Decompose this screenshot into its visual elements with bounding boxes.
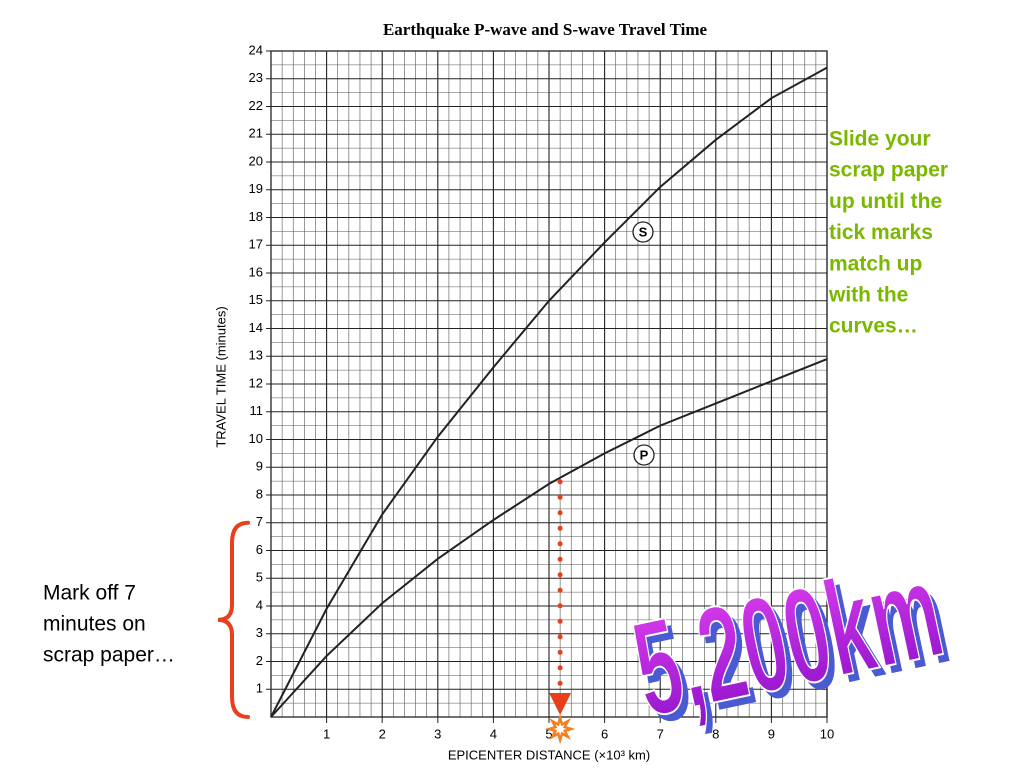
series-line [270, 358, 828, 718]
instruction-text: curves… [829, 315, 918, 338]
y-tick-label: 8 [256, 486, 263, 501]
y-tick-label: 4 [256, 597, 263, 612]
y-tick-label: 7 [256, 514, 263, 529]
y-tick-label: 3 [256, 625, 263, 640]
y-tick-label: 17 [249, 237, 263, 252]
chart-title: Earthquake P-wave and S-wave Travel Time [383, 20, 708, 39]
instruction-text: up until the [829, 190, 942, 213]
y-tick-label: 1 [256, 681, 263, 696]
plot-frame [270, 50, 828, 718]
series-label-circle [633, 444, 655, 466]
x-tick-label: 5 [545, 726, 552, 741]
series-line [270, 66, 828, 718]
y-tick-label: 19 [249, 181, 263, 196]
x-tick-label: 2 [379, 726, 386, 741]
epicenter-burst [544, 713, 576, 745]
instruction-text: with the [828, 284, 908, 307]
x-tick-label: 7 [657, 726, 664, 741]
y-tick-label: 15 [249, 292, 263, 307]
y-tick-label: 16 [249, 264, 263, 279]
instruction-text: tick marks [829, 221, 933, 244]
x-axis-label: EPICENTER DISTANCE (×10³ km) [448, 747, 650, 762]
y-tick-label: 18 [249, 209, 263, 224]
instruction-text: minutes on [43, 613, 146, 636]
y-tick-label: 23 [249, 70, 263, 85]
y-tick-label: 9 [256, 459, 263, 474]
x-tick-label: 1 [323, 726, 330, 741]
y-tick-label: 14 [249, 320, 263, 335]
y-tick-label: 2 [256, 653, 263, 668]
brace [217, 520, 250, 719]
instruction-text: Slide your [829, 128, 931, 151]
y-tick-label: 20 [249, 153, 263, 168]
x-tick-label: 8 [712, 726, 719, 741]
series-label-circle [632, 221, 654, 243]
instruction-text: scrap paper [829, 159, 948, 182]
x-tick-label: 4 [490, 726, 497, 741]
y-tick-label: 12 [249, 375, 263, 390]
series-label: S [639, 224, 648, 239]
instruction-text: scrap paper… [43, 644, 175, 667]
y-tick-label: 24 [249, 42, 263, 57]
y-tick-label: 11 [250, 403, 264, 418]
y-tick-label: 22 [249, 98, 263, 113]
y-tick-label: 21 [249, 126, 263, 141]
series-label: P [640, 447, 649, 462]
drop-arrow [549, 693, 572, 715]
x-tick-label: 10 [820, 726, 834, 741]
y-tick-label: 10 [249, 431, 263, 446]
y-tick-label: 13 [249, 348, 263, 363]
x-tick-label: 9 [768, 726, 775, 741]
x-tick-label: 6 [601, 726, 608, 741]
instruction-text: match up [829, 252, 922, 275]
y-axis-label: TRAVEL TIME (minutes) [213, 306, 228, 447]
instruction-text: Mark off 7 [43, 582, 136, 605]
y-tick-label: 5 [256, 570, 263, 585]
x-tick-label: 3 [434, 726, 441, 741]
y-tick-label: 6 [256, 542, 263, 557]
